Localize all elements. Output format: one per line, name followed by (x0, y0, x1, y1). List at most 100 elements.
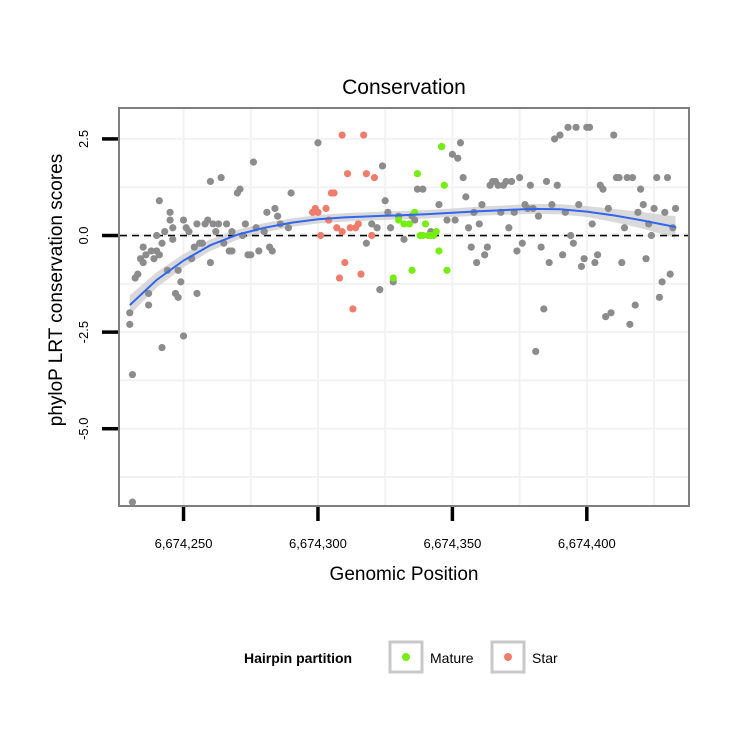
data-point-other (373, 224, 381, 232)
data-point-other (585, 123, 594, 131)
data-point-other (671, 204, 680, 213)
data-point-other (222, 220, 231, 228)
data-point-other (634, 208, 642, 216)
data-point-other (618, 258, 626, 267)
data-point-other (378, 162, 387, 170)
data-point-mature (405, 220, 413, 228)
data-point-star (343, 170, 352, 178)
data-point-star (338, 131, 346, 139)
y-tick-label: -2.5 (76, 321, 91, 343)
data-point-star (317, 231, 325, 240)
data-point-other (650, 204, 658, 213)
data-point-other (193, 220, 201, 228)
data-point-other (451, 216, 459, 224)
data-point-mature (438, 143, 446, 151)
data-point-mature (408, 266, 416, 274)
data-point-other (545, 258, 553, 267)
chart-title: Conservation (342, 76, 466, 99)
data-point-star (346, 224, 354, 232)
x-tick-label: 6,674,350 (423, 536, 481, 551)
data-point-other (411, 216, 419, 224)
data-point-other (166, 208, 174, 216)
data-point-other (580, 255, 588, 263)
legend-key-mature (388, 640, 424, 674)
data-point-other (413, 185, 422, 193)
data-point-other (155, 197, 163, 205)
data-point-other (532, 347, 540, 356)
data-point-other (247, 251, 255, 259)
data-point-other (593, 251, 602, 259)
data-point-other (228, 228, 236, 236)
y-tick-label: 2.5 (76, 130, 91, 148)
data-point-other (241, 220, 249, 228)
data-point-other (376, 286, 384, 294)
data-point-mature (443, 266, 451, 274)
data-point-other (158, 239, 166, 247)
data-point-other (362, 239, 370, 247)
data-point-other (658, 278, 666, 286)
data-point-other (448, 150, 456, 158)
data-point-other (456, 139, 465, 147)
data-point-other (228, 247, 236, 255)
data-point-other (206, 258, 215, 267)
data-point-other (139, 258, 147, 267)
data-point-other (454, 154, 462, 162)
data-point-other (217, 173, 225, 182)
data-point-other (653, 173, 661, 182)
data-point-other (142, 251, 150, 259)
data-point-star (349, 305, 357, 313)
data-point-other (287, 189, 295, 197)
data-point-other (144, 289, 153, 298)
data-point-other (550, 135, 559, 143)
data-point-other (153, 231, 161, 240)
data-point-other (553, 181, 561, 189)
data-point-star (338, 228, 346, 236)
data-point-other (435, 201, 443, 209)
data-point-other (569, 239, 577, 247)
data-point-other (400, 235, 408, 243)
data-point-other (647, 231, 655, 240)
data-point-other (134, 270, 142, 278)
data-point-other (472, 258, 481, 267)
data-point-other (559, 251, 567, 259)
data-point-other (481, 251, 489, 259)
data-point-other (663, 173, 672, 182)
data-point-other (637, 185, 645, 193)
data-point-other (628, 173, 637, 182)
data-point-other (260, 228, 268, 236)
data-points (126, 123, 680, 506)
data-point-other (177, 278, 185, 286)
data-point-other (599, 185, 607, 193)
data-point-other (169, 224, 177, 232)
data-point-other (206, 177, 215, 186)
data-point-other (169, 235, 177, 243)
data-point-other (126, 320, 134, 328)
data-point-other (502, 177, 510, 186)
legend-title: Hairpin partition (244, 650, 352, 666)
data-point-star (360, 131, 368, 139)
data-point-mature (440, 181, 448, 189)
data-point-other (419, 185, 427, 193)
data-point-other (661, 208, 669, 216)
data-point-other (155, 251, 163, 259)
x-axis: 6,674,250 6,674,300 6,674,350 6,674,400 (155, 507, 616, 551)
x-tick-label: 6,674,300 (289, 536, 347, 551)
data-point-other (255, 247, 263, 255)
x-axis-label: Genomic Position (330, 564, 479, 585)
data-point-other (626, 320, 634, 328)
data-point-star (354, 220, 362, 228)
data-point-other (271, 204, 279, 213)
data-point-mature (432, 228, 440, 236)
data-point-other (513, 247, 521, 255)
data-point-other (274, 212, 282, 220)
plot-panel (118, 107, 690, 507)
data-point-other (642, 255, 650, 263)
data-point-other (249, 158, 258, 166)
data-point-other (526, 181, 534, 189)
data-point-star (330, 189, 338, 197)
data-point-other (150, 255, 158, 263)
data-point-other (610, 131, 618, 139)
data-point-other (185, 228, 193, 236)
data-point-other (615, 173, 623, 182)
x-tick-label: 6,674,400 (558, 536, 616, 551)
